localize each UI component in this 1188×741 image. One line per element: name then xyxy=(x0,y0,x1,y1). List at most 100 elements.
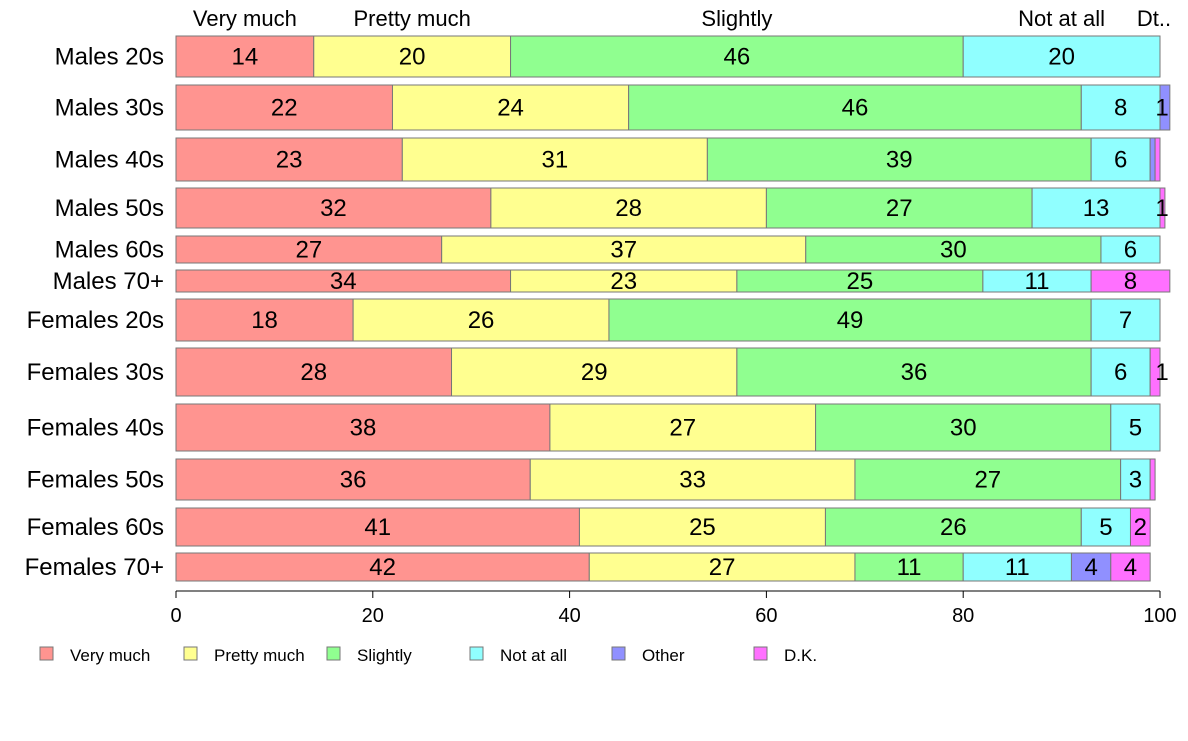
bar-value-label: 26 xyxy=(940,514,967,541)
bar-segment xyxy=(510,35,964,78)
legend-swatch xyxy=(39,646,54,661)
bar-segment xyxy=(962,552,1072,582)
bar-value-label: 20 xyxy=(399,44,426,71)
bar-segment xyxy=(175,84,393,131)
bar-segment xyxy=(175,552,590,582)
bar-value-label: 36 xyxy=(340,467,367,494)
bar-value-label: 13 xyxy=(1083,195,1110,222)
bar-segment xyxy=(490,187,767,229)
bar-value-label: 29 xyxy=(581,359,608,386)
bar-value-label: 23 xyxy=(610,268,637,295)
top-category-label: Dt.. xyxy=(1137,6,1171,31)
bar-segment xyxy=(441,235,807,264)
bar-value-label: 8 xyxy=(1114,95,1127,122)
top-category-label: Not at all xyxy=(1018,6,1105,31)
bar-value-label: 30 xyxy=(950,415,977,442)
bar-segment xyxy=(1159,84,1171,131)
bar-value-label: 5 xyxy=(1099,514,1112,541)
bar-segment xyxy=(391,84,630,131)
bar-segment xyxy=(588,552,856,582)
top-category-label: Very much xyxy=(193,6,297,31)
bar-value-label: 11 xyxy=(897,554,922,581)
bar-segment xyxy=(313,35,512,78)
bar-segment xyxy=(736,347,1092,397)
bar-segment xyxy=(1080,84,1161,131)
bar-value-label: 33 xyxy=(679,467,706,494)
bar-segment xyxy=(1090,269,1171,293)
bar-value-label: 5 xyxy=(1129,415,1142,442)
bar-segment xyxy=(451,347,738,397)
bar-value-label: 28 xyxy=(615,195,642,222)
bar-value-label: 1 xyxy=(1155,95,1168,122)
bar-segment xyxy=(175,235,443,264)
legend-label: Not at all xyxy=(500,646,567,665)
row-label: Males 50s xyxy=(55,195,164,222)
bar-segment xyxy=(175,137,403,182)
x-axis-tick-label: 40 xyxy=(558,605,580,627)
bar-segment xyxy=(175,403,551,452)
legend-label: D.K. xyxy=(784,646,817,665)
bar-value-label: 4 xyxy=(1084,554,1097,581)
legend-swatch xyxy=(326,646,341,661)
bar-segment xyxy=(962,35,1161,78)
bar-value-label: 39 xyxy=(886,147,913,174)
bar-segment xyxy=(706,137,1092,182)
bar-value-label: 36 xyxy=(901,359,928,386)
bar-value-label: 37 xyxy=(610,237,637,264)
bar-value-label: 22 xyxy=(271,95,298,122)
x-axis-tick-label: 0 xyxy=(170,605,181,627)
legend-item: Pretty much xyxy=(183,646,305,665)
bar-segment xyxy=(1080,507,1131,547)
bar-segment xyxy=(1149,347,1161,397)
bar-segment xyxy=(578,507,826,547)
legend-swatch xyxy=(611,646,626,661)
legend-swatch xyxy=(469,646,484,661)
bar-value-label: 2 xyxy=(1134,514,1147,541)
bar-segment xyxy=(1159,187,1166,229)
bar-value-label: 26 xyxy=(468,307,495,334)
bar-segment xyxy=(765,187,1033,229)
bar-value-label: 8 xyxy=(1124,268,1137,295)
x-axis-tick-label: 20 xyxy=(362,605,384,627)
bar-segment xyxy=(175,187,492,229)
top-category-label: Slightly xyxy=(701,6,772,31)
bar-value-label: 14 xyxy=(232,44,259,71)
bar-value-label: 6 xyxy=(1114,359,1127,386)
legend-item: Very much xyxy=(39,646,150,665)
bar-segment xyxy=(1129,507,1151,547)
bar-value-label: 31 xyxy=(541,147,568,174)
bar-segment xyxy=(1110,552,1151,582)
legend-item: Not at all xyxy=(469,646,567,665)
x-axis-tick-label: 80 xyxy=(952,605,974,627)
bar-segment xyxy=(175,35,315,78)
bar-segment xyxy=(175,458,531,501)
bar-segment xyxy=(401,137,708,182)
bar-value-label: 27 xyxy=(886,195,913,222)
bar-value-label: 7 xyxy=(1119,307,1132,334)
bar-value-label: 30 xyxy=(940,237,967,264)
bar-value-label: 46 xyxy=(724,44,751,71)
bar-segment xyxy=(854,552,964,582)
bar-segment xyxy=(1149,137,1156,182)
bar-segment xyxy=(549,403,817,452)
bar-segment xyxy=(1090,347,1151,397)
legend-label: Other xyxy=(642,646,685,665)
bar-segment xyxy=(529,458,856,501)
legend-swatch xyxy=(183,646,198,661)
row-label: Males 60s xyxy=(55,237,164,264)
bar-segment xyxy=(1070,552,1112,582)
bar-value-label: 25 xyxy=(689,514,716,541)
x-axis-tick-label: 60 xyxy=(755,605,777,627)
bar-segment xyxy=(1120,458,1151,501)
legend-item: Slightly xyxy=(326,646,412,665)
bar-value-label: 6 xyxy=(1114,147,1127,174)
legend-swatch xyxy=(753,646,768,661)
bar-value-label: 18 xyxy=(251,307,278,334)
bar-value-label: 27 xyxy=(709,554,736,581)
bar-segment xyxy=(352,298,610,342)
bar-value-label: 27 xyxy=(295,237,322,264)
bar-segment xyxy=(608,298,1092,342)
bar-value-label: 24 xyxy=(497,95,524,122)
bar-value-label: 32 xyxy=(320,195,347,222)
bar-segment xyxy=(815,403,1112,452)
